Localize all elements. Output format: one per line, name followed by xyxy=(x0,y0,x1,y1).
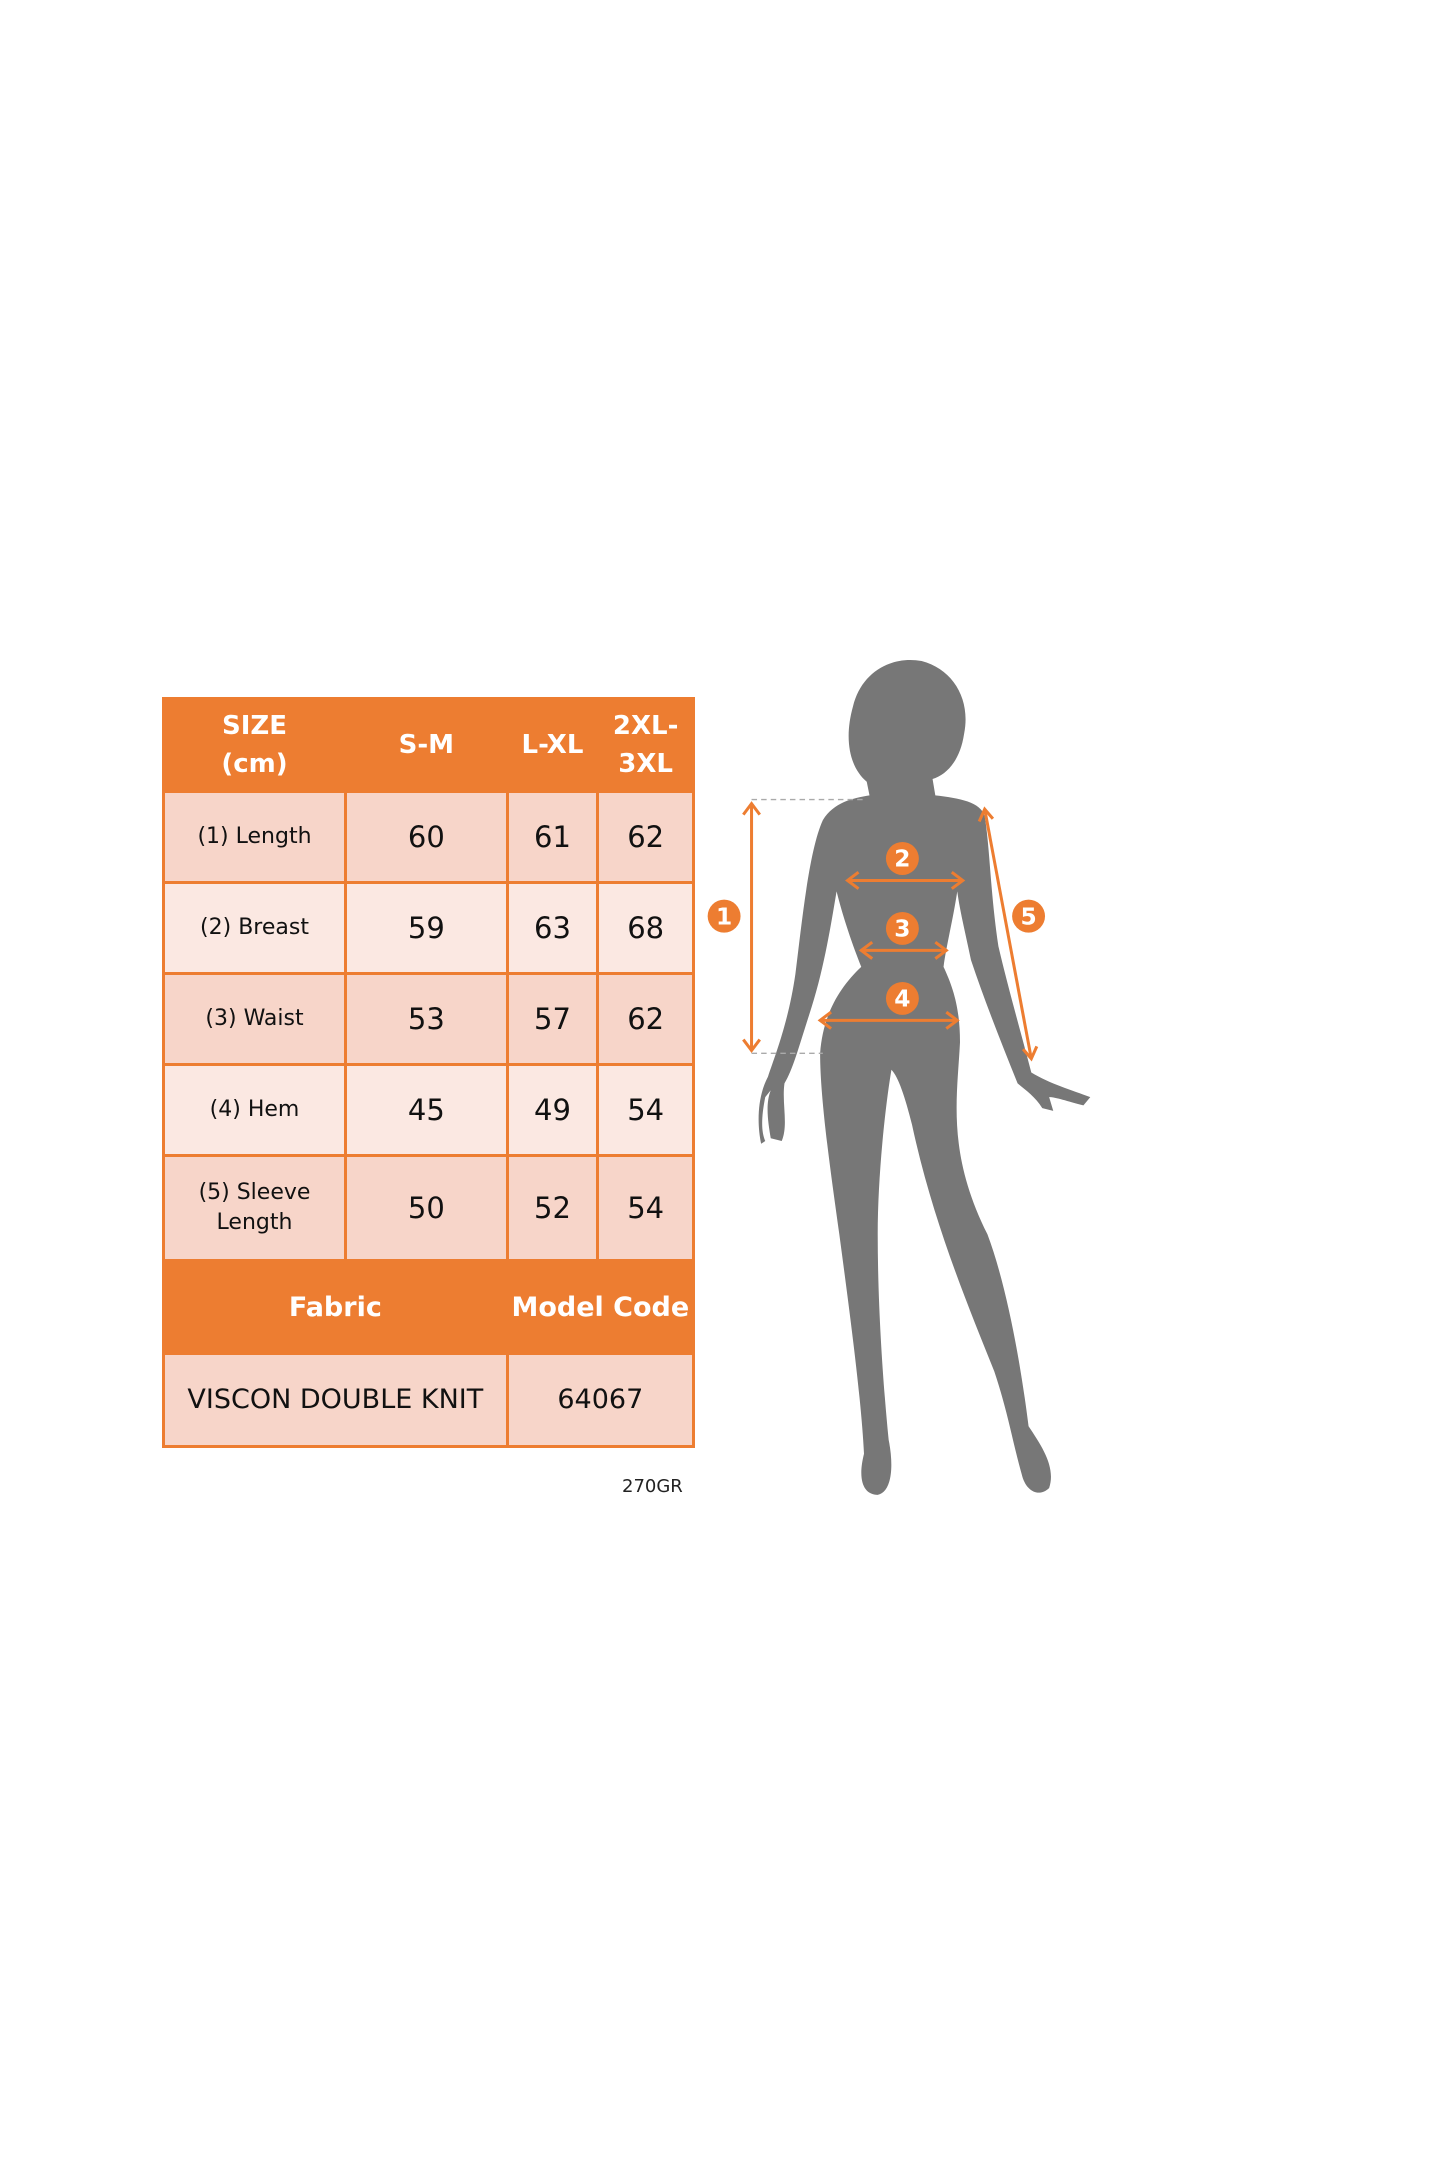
svg-text:4: 4 xyxy=(894,986,910,1013)
marker-5: 5 xyxy=(1012,899,1046,933)
cell: 49 xyxy=(505,1063,600,1157)
row-label: (4) Hem xyxy=(162,1063,347,1157)
cell: 54 xyxy=(596,1063,695,1157)
table-row: (3) Waist 53 57 62 xyxy=(162,972,695,1066)
row-label: (3) Waist xyxy=(162,972,347,1066)
guide-lines xyxy=(751,798,867,1054)
svg-text:3: 3 xyxy=(894,916,910,943)
table-row: (2) Breast 59 63 68 xyxy=(162,881,695,975)
header-size-label: SIZE (cm) xyxy=(221,711,288,779)
header-2xl-label: 2XL- 3XL xyxy=(612,711,679,779)
cell: 63 xyxy=(505,881,600,975)
sleeve-arrow xyxy=(983,808,1033,1060)
marker-4: 4 xyxy=(885,981,919,1015)
table-row: (5) Sleeve Length 50 52 54 xyxy=(162,1154,695,1262)
header-2xl-3xl: 2XL- 3XL xyxy=(596,697,695,793)
cell: 57 xyxy=(505,972,600,1066)
row-label: (1) Length xyxy=(162,790,347,884)
svg-text:2: 2 xyxy=(894,846,910,873)
cell: 62 xyxy=(596,790,695,884)
cell: 54 xyxy=(596,1154,695,1262)
row-label: (5) Sleeve Length xyxy=(162,1154,347,1262)
fabric-label: Fabric xyxy=(162,1259,509,1355)
size-chart-table: SIZE (cm) S-M L-XL 2XL- 3XL (1) Length 6… xyxy=(162,697,696,1448)
svg-text:5: 5 xyxy=(1020,903,1036,930)
woman-silhouette xyxy=(758,659,1091,1495)
marker-2: 2 xyxy=(885,842,919,875)
table-header-row: SIZE (cm) S-M L-XL 2XL- 3XL xyxy=(162,697,695,793)
fabric-value: VISCON DOUBLE KNIT xyxy=(162,1352,509,1448)
fabric-row: VISCON DOUBLE KNIT 64067 xyxy=(162,1352,696,1448)
cell: 61 xyxy=(505,790,600,884)
cell: 45 xyxy=(344,1063,509,1157)
row-label: (2) Breast xyxy=(162,881,347,975)
model-code-value: 64067 xyxy=(505,1352,696,1448)
cell: 60 xyxy=(344,790,509,884)
table-row: (1) Length 60 61 62 xyxy=(162,790,695,884)
header-size: SIZE (cm) xyxy=(162,697,347,793)
svg-text:1: 1 xyxy=(716,903,732,930)
cell: 50 xyxy=(344,1154,509,1262)
header-l-xl: L-XL xyxy=(505,697,600,793)
fabric-weight: 270GR xyxy=(622,1476,683,1497)
cell: 53 xyxy=(344,972,509,1066)
marker-1: 1 xyxy=(707,899,741,933)
table-row: (4) Hem 45 49 54 xyxy=(162,1063,695,1157)
measurement-arrows xyxy=(742,801,1039,1062)
cell: 68 xyxy=(596,881,695,975)
cell: 52 xyxy=(505,1154,600,1262)
fabric-header-row: Fabric Model Code xyxy=(162,1259,696,1355)
cell: 59 xyxy=(344,881,509,975)
model-code-label: Model Code xyxy=(505,1259,696,1355)
marker-3: 3 xyxy=(885,912,919,945)
cell: 62 xyxy=(596,972,695,1066)
header-s-m: S-M xyxy=(344,697,509,793)
